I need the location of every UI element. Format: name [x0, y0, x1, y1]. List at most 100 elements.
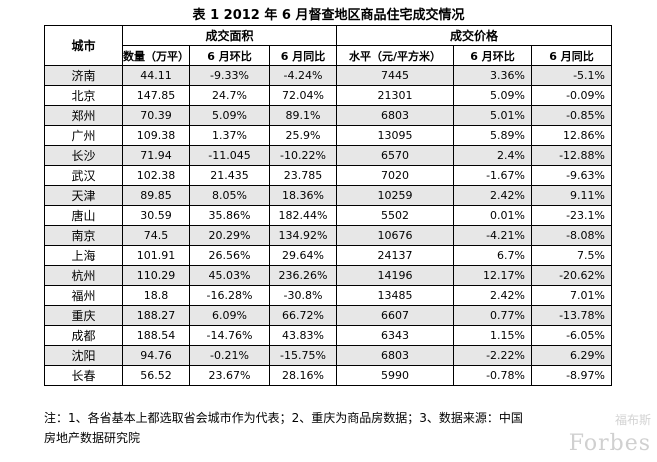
- cell-price-yoy: 7.01%: [531, 285, 612, 306]
- header-price-mom: 6 月环比: [453, 45, 532, 66]
- cell-city: 武汉: [44, 165, 123, 186]
- cell-area-yoy: 134.92%: [269, 225, 337, 246]
- housing-table: 城市 成交面积 成交价格 数量（万平） 6 月环比 6 月同比 水平（元/平方米…: [44, 25, 612, 386]
- cell-price-mom: 5.09%: [453, 85, 532, 106]
- cell-area-mom: 45.03%: [189, 265, 270, 286]
- cell-price: 6803: [336, 345, 454, 366]
- cell-price: 24137: [336, 245, 454, 266]
- table-row: 重庆 188.27 6.09% 66.72% 6607 0.77% -13.78%: [44, 305, 612, 326]
- cell-price: 7445: [336, 65, 454, 86]
- header-price-group: 成交价格: [336, 25, 612, 46]
- cell-area: 56.52: [122, 365, 190, 386]
- cell-price-mom: 6.7%: [453, 245, 532, 266]
- table-row: 长沙 71.94 -11.045 -10.22% 6570 2.4% -12.88%: [44, 145, 612, 166]
- cell-price-yoy: 6.29%: [531, 345, 612, 366]
- cell-area-yoy: 43.83%: [269, 325, 337, 346]
- cell-area-mom: -11.045: [189, 145, 270, 166]
- table-row: 北京 147.85 24.7% 72.04% 21301 5.09% -0.09%: [44, 85, 612, 106]
- cell-price-yoy: 9.11%: [531, 185, 612, 206]
- cell-price-mom: 2.4%: [453, 145, 532, 166]
- cell-city: 沈阳: [44, 345, 123, 366]
- cell-area-yoy: -15.75%: [269, 345, 337, 366]
- cell-city: 重庆: [44, 305, 123, 326]
- cell-price-mom: 1.15%: [453, 325, 532, 346]
- cell-price-yoy: 12.86%: [531, 125, 612, 146]
- cell-area-mom: 23.67%: [189, 365, 270, 386]
- cell-price: 6803: [336, 105, 454, 126]
- table-row: 南京 74.5 20.29% 134.92% 10676 -4.21% -8.08%: [44, 225, 612, 246]
- cell-price-yoy: -23.1%: [531, 205, 612, 226]
- cell-price-mom: 0.77%: [453, 305, 532, 326]
- cell-price: 6343: [336, 325, 454, 346]
- cell-area-mom: 35.86%: [189, 205, 270, 226]
- cell-area: 70.39: [122, 105, 190, 126]
- table-row: 郑州 70.39 5.09% 89.1% 6803 5.01% -0.85%: [44, 105, 612, 126]
- cell-price-yoy: -8.97%: [531, 365, 612, 386]
- cell-city: 唐山: [44, 205, 123, 226]
- cell-price-mom: -4.21%: [453, 225, 532, 246]
- cell-area-yoy: 28.16%: [269, 365, 337, 386]
- cell-city: 天津: [44, 185, 123, 206]
- cell-area: 89.85: [122, 185, 190, 206]
- cell-area: 94.76: [122, 345, 190, 366]
- cell-area-yoy: 182.44%: [269, 205, 337, 226]
- table-title: 表 1 2012 年 6 月督查地区商品住宅成交情况: [192, 8, 465, 23]
- cell-area-mom: 6.09%: [189, 305, 270, 326]
- cell-city: 郑州: [44, 105, 123, 126]
- cell-area-yoy: 29.64%: [269, 245, 337, 266]
- cell-area-yoy: -4.24%: [269, 65, 337, 86]
- cell-area: 74.5: [122, 225, 190, 246]
- cell-area: 30.59: [122, 205, 190, 226]
- watermark-logo: Forbes: [568, 431, 651, 456]
- cell-area-mom: 21.435: [189, 165, 270, 186]
- table-row: 唐山 30.59 35.86% 182.44% 5502 0.01% -23.1%: [44, 205, 612, 226]
- table-row: 济南 44.11 -9.33% -4.24% 7445 3.36% -5.1%: [44, 65, 612, 86]
- cell-price-yoy: -6.05%: [531, 325, 612, 346]
- cell-area: 147.85: [122, 85, 190, 106]
- cell-price: 6607: [336, 305, 454, 326]
- cell-area: 44.11: [122, 65, 190, 86]
- cell-price: 7020: [336, 165, 454, 186]
- cell-area: 101.91: [122, 245, 190, 266]
- cell-price-yoy: -0.09%: [531, 85, 612, 106]
- footnote-line-2: 房地产数据研究院: [44, 431, 141, 445]
- cell-price-yoy: -0.85%: [531, 105, 612, 126]
- cell-price-mom: 5.01%: [453, 105, 532, 126]
- table-row: 沈阳 94.76 -0.21% -15.75% 6803 -2.22% 6.29%: [44, 345, 612, 366]
- cell-area-mom: 24.7%: [189, 85, 270, 106]
- header-area-group: 成交面积: [122, 25, 337, 46]
- cell-area-yoy: 66.72%: [269, 305, 337, 326]
- cell-price-mom: -2.22%: [453, 345, 532, 366]
- table-row: 武汉 102.38 21.435 23.785 7020 -1.67% -9.63%: [44, 165, 612, 186]
- cell-city: 济南: [44, 65, 123, 86]
- cell-area-yoy: 72.04%: [269, 85, 337, 106]
- header-area: 数量（万平）: [122, 45, 190, 66]
- cell-price-yoy: -12.88%: [531, 145, 612, 166]
- cell-price: 13485: [336, 285, 454, 306]
- cell-price: 21301: [336, 85, 454, 106]
- cell-price-mom: 12.17%: [453, 265, 532, 286]
- cell-price: 13095: [336, 125, 454, 146]
- cell-area: 102.38: [122, 165, 190, 186]
- cell-area: 18.8: [122, 285, 190, 306]
- cell-city: 福州: [44, 285, 123, 306]
- table-row: 长春 56.52 23.67% 28.16% 5990 -0.78% -8.97%: [44, 365, 612, 386]
- table-row: 福州 18.8 -16.28% -30.8% 13485 2.42% 7.01%: [44, 285, 612, 306]
- footnote: 注：1、各省基本上都选取省会城市作为代表；2、重庆为商品房数据；3、数据来源：中…: [44, 408, 624, 448]
- cell-area-mom: 26.56%: [189, 245, 270, 266]
- cell-area: 109.38: [122, 125, 190, 146]
- cell-city: 广州: [44, 125, 123, 146]
- cell-price-yoy: -8.08%: [531, 225, 612, 246]
- table-row: 广州 109.38 1.37% 25.9% 13095 5.89% 12.86%: [44, 125, 612, 146]
- cell-price-mom: 3.36%: [453, 65, 532, 86]
- table-row: 杭州 110.29 45.03% 236.26% 14196 12.17% -20.62%: [44, 265, 612, 286]
- table-row: 天津 89.85 8.05% 18.36% 10259 2.42% 9.11%: [44, 185, 612, 206]
- cell-area-yoy: -30.8%: [269, 285, 337, 306]
- cell-area-yoy: 25.9%: [269, 125, 337, 146]
- cell-city: 成都: [44, 325, 123, 346]
- cell-area-yoy: 89.1%: [269, 105, 337, 126]
- cell-price-mom: 2.42%: [453, 185, 532, 206]
- cell-price-yoy: 7.5%: [531, 245, 612, 266]
- header-area-mom: 6 月环比: [189, 45, 270, 66]
- cell-price: 10676: [336, 225, 454, 246]
